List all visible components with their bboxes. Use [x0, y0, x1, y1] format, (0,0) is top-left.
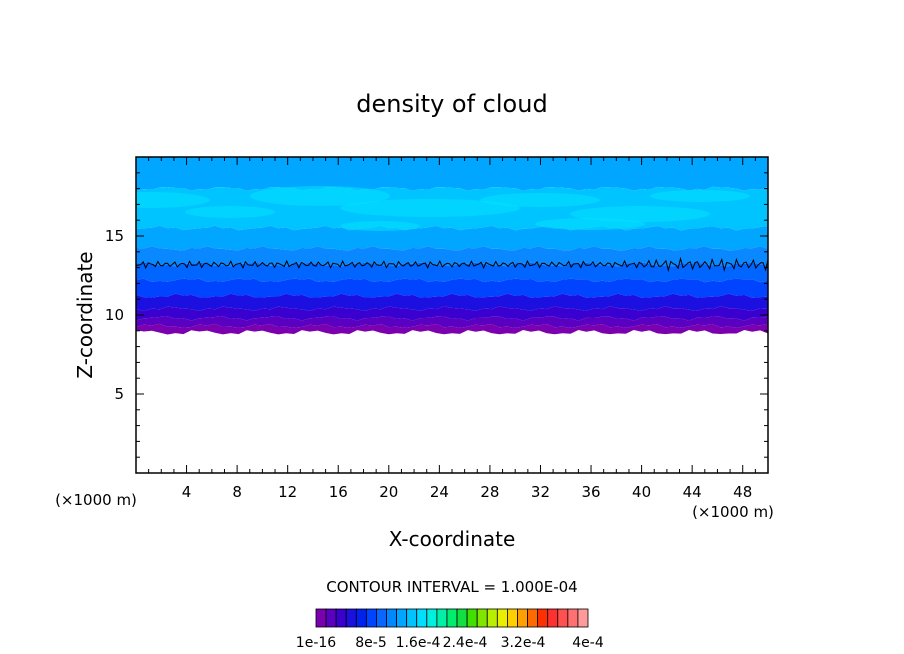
x-axis-label: X-coordinate — [389, 527, 516, 551]
colorbar-swatch — [537, 608, 549, 628]
cloud-density-layers — [136, 157, 768, 335]
x-tick-label: 40 — [632, 483, 651, 501]
colorbar-swatch — [345, 608, 357, 628]
colorbar-label: 2.4e-4 — [443, 635, 488, 651]
colorbar-label: 1e-16 — [296, 635, 336, 651]
density-layer — [136, 262, 768, 283]
x-tick-label: 44 — [683, 483, 702, 501]
colorbar-swatch — [517, 608, 528, 628]
density-layer — [136, 323, 768, 335]
colorbar-swatch — [355, 608, 367, 628]
colorbar-swatch — [325, 608, 337, 628]
colorbar-swatch — [315, 608, 327, 628]
colorbar-swatch — [436, 608, 448, 628]
chart-title: density of cloud — [356, 90, 547, 118]
colorbar-swatch — [365, 608, 377, 628]
colorbar-swatch — [335, 608, 347, 628]
y-tick-label: 10 — [105, 306, 124, 324]
colorbar-swatch — [426, 608, 438, 628]
colorbar-swatch — [466, 608, 478, 628]
colorbar-swatch — [376, 608, 387, 628]
density-layer — [136, 157, 768, 191]
y-tick-label: 5 — [114, 385, 124, 403]
cloud-streak — [250, 186, 390, 206]
cloud-streak — [480, 193, 600, 207]
colorbar-label: 3.2e-4 — [501, 635, 546, 651]
colorbar-swatch — [386, 608, 397, 628]
cloud-streak — [136, 192, 210, 208]
cloud-streak — [650, 190, 750, 202]
cloud-streak — [570, 206, 710, 222]
colorbar-label: 4e-4 — [572, 635, 604, 651]
colorbar-swatch — [577, 608, 589, 628]
contour-line — [136, 256, 768, 273]
x-tick-label: 16 — [329, 483, 348, 501]
x-tick-label: 4 — [182, 483, 192, 501]
x-tick-label: 8 — [232, 483, 242, 501]
colorbar-swatch — [547, 608, 559, 628]
x-tick-label: 48 — [733, 483, 752, 501]
colorbar-swatch — [496, 608, 508, 628]
x-tick-label: 20 — [379, 483, 398, 501]
cloud-streak — [185, 206, 275, 218]
colorbar — [315, 608, 589, 628]
colorbar-swatch — [456, 608, 468, 628]
cloud-streak — [340, 221, 420, 231]
y-axis-ticks: 5 10 15 — [105, 172, 768, 458]
colorbar-labels: 1e-16 8e-5 1.6e-4 2.4e-4 3.2e-4 4e-4 — [296, 635, 604, 651]
colorbar-swatch — [476, 608, 488, 628]
colorbar-swatch — [527, 608, 539, 628]
colorbar-swatch — [396, 608, 408, 628]
cloud-streak — [340, 199, 520, 217]
density-layer — [136, 306, 768, 321]
cloud-streak — [535, 218, 645, 230]
density-layer — [136, 246, 768, 267]
colorbar-swatch — [486, 608, 498, 628]
x-tick-label: 28 — [480, 483, 499, 501]
colorbar-swatch — [416, 608, 428, 628]
colorbar-swatch — [406, 608, 418, 628]
y-unit-label: (×1000 m) — [55, 491, 137, 509]
colorbar-swatch — [507, 608, 518, 628]
colorbar-label: 1.6e-4 — [396, 635, 441, 651]
density-layer — [136, 278, 768, 298]
colorbar-swatch — [446, 608, 458, 628]
x-tick-label: 12 — [278, 483, 297, 501]
x-tick-label: 32 — [531, 483, 550, 501]
contour-interval-text: CONTOUR INTERVAL = 1.000E-04 — [326, 578, 577, 596]
plot-area — [136, 157, 768, 335]
colorbar-swatch — [557, 608, 569, 628]
cloud-texture-streaks — [136, 186, 750, 231]
x-tick-label: 36 — [581, 483, 600, 501]
x-axis-ticks: 4 8 12 16 20 24 28 32 36 40 44 48 — [148, 157, 756, 501]
y-tick-label: 15 — [105, 227, 124, 245]
x-unit-label: (×1000 m) — [692, 503, 774, 521]
colorbar-swatch — [567, 608, 579, 628]
density-layer — [136, 293, 768, 312]
colorbar-label: 8e-5 — [355, 635, 386, 651]
x-tick-label: 24 — [430, 483, 449, 501]
density-layer — [136, 316, 768, 328]
y-axis-label: Z-coordinate — [73, 251, 97, 378]
density-layer — [136, 225, 768, 251]
